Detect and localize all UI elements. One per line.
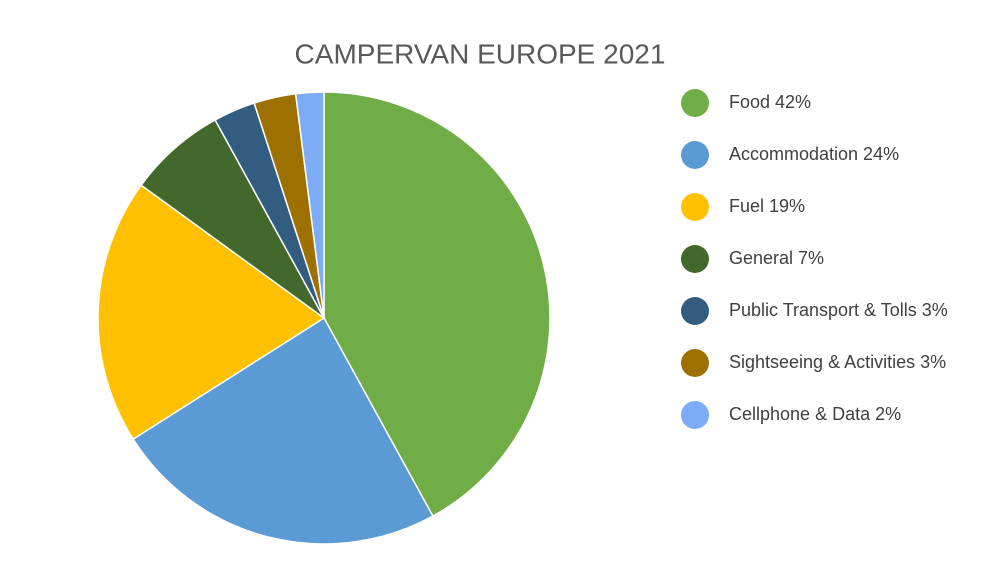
legend-label: Public Transport & Tolls 3%: [729, 300, 948, 320]
pie-slice: [97, 184, 326, 441]
pie-slice: [132, 316, 434, 545]
legend-label: Cellphone & Data 2%: [729, 404, 901, 424]
legend-marker: [681, 245, 709, 273]
legend-label: General 7%: [729, 248, 824, 268]
legend-label: Fuel 19%: [729, 196, 805, 216]
pie-slice: [323, 91, 551, 518]
chart-title: CAMPERVAN EUROPE 2021: [295, 38, 666, 69]
legend-marker: [681, 349, 709, 377]
legend-label: Food 42%: [729, 92, 811, 112]
legend-marker: [681, 141, 709, 169]
legend-marker: [681, 401, 709, 429]
legend-marker: [681, 297, 709, 325]
legend-marker: [681, 193, 709, 221]
legend-label: Accommodation 24%: [729, 144, 899, 164]
legend-label: Sightseeing & Activities 3%: [729, 352, 946, 372]
pie-slice: [294, 91, 325, 319]
legend-marker: [681, 89, 709, 117]
